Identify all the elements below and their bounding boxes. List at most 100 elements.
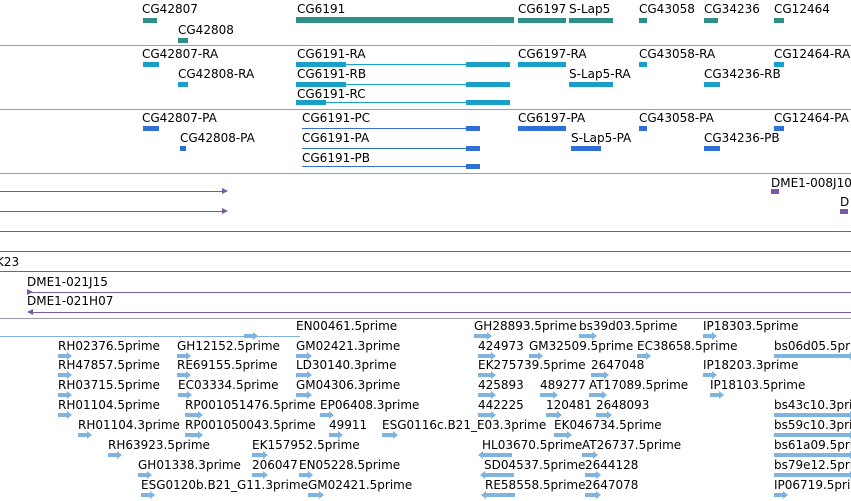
mrna-label[interactable]: CG34236-RB [704, 67, 781, 81]
est-feature[interactable] [252, 451, 268, 459]
mrna-feature[interactable] [704, 82, 720, 87]
mrna-label[interactable]: CG6197-RA [518, 47, 587, 61]
est-feature[interactable] [185, 411, 203, 419]
mrna-feature[interactable] [296, 82, 346, 87]
est-feature[interactable] [177, 371, 191, 379]
est-feature[interactable] [540, 391, 558, 399]
est-feature[interactable] [774, 491, 788, 499]
clone-feature[interactable] [0, 231, 851, 232]
est-feature[interactable] [481, 491, 515, 499]
est-feature[interactable] [308, 491, 324, 499]
est-feature[interactable] [589, 391, 607, 399]
clone-feature[interactable] [0, 251, 851, 252]
gene-feature[interactable] [178, 38, 188, 43]
est-feature[interactable] [185, 431, 203, 439]
clone-label[interactable]: DME1-021H07 [27, 294, 114, 308]
protein-feature[interactable] [180, 146, 186, 151]
est-label[interactable]: EK157952.5prime [252, 438, 360, 452]
est-label[interactable]: IP18103.5prime [710, 378, 806, 392]
gene-label[interactable]: CG42808 [178, 23, 234, 37]
est-feature[interactable] [58, 371, 72, 379]
protein-feature[interactable] [518, 126, 566, 131]
est-label[interactable]: 442225 [478, 398, 524, 412]
est-label[interactable]: GM32509.5prime [529, 339, 634, 353]
mrna-label[interactable]: CG12464-RA [774, 47, 851, 61]
est-label[interactable]: 206047 [252, 458, 298, 472]
protein-feature[interactable] [466, 164, 480, 169]
mrna-feature[interactable] [639, 62, 647, 67]
protein-feature[interactable] [774, 126, 784, 131]
est-feature[interactable] [329, 431, 343, 439]
gene-label[interactable]: CG6191 [297, 2, 346, 16]
est-feature[interactable] [529, 352, 543, 360]
est-label[interactable]: GH12152.5prime [177, 339, 280, 353]
est-label[interactable]: AT26737.5prime [582, 438, 682, 452]
est-feature[interactable] [774, 411, 851, 419]
protein-label[interactable]: CG12464-PA [774, 111, 849, 125]
gene-feature[interactable] [704, 18, 718, 23]
est-feature[interactable] [141, 491, 155, 499]
clone-feature[interactable] [0, 271, 851, 272]
est-label[interactable]: 2644128 [585, 458, 639, 472]
est-feature[interactable] [138, 471, 152, 479]
est-label[interactable]: bs06d05.5prime [774, 339, 851, 353]
est-label[interactable]: bs39d03.5prime [579, 319, 678, 333]
est-feature[interactable] [296, 391, 312, 399]
est-feature[interactable] [0, 336, 300, 337]
est-label[interactable]: EN05228.5prime [299, 458, 401, 472]
gene-label[interactable]: CG42807 [142, 2, 198, 16]
protein-feature[interactable] [704, 146, 720, 151]
clone-feature[interactable] [840, 209, 848, 214]
est-label[interactable]: 2647078 [585, 478, 639, 492]
est-label[interactable]: bs59c10.3prime [774, 418, 851, 432]
gene-label[interactable]: S-Lap5 [569, 2, 611, 16]
est-feature[interactable] [774, 431, 851, 439]
clone-label[interactable]: DME1-021J15 [27, 275, 108, 289]
mrna-feature[interactable] [143, 62, 159, 67]
est-feature[interactable] [244, 332, 258, 340]
est-label[interactable]: RH63923.5prime [108, 438, 210, 452]
est-feature[interactable] [480, 471, 514, 479]
clone-label[interactable]: K23 [0, 255, 20, 269]
clone-feature[interactable] [0, 191, 222, 192]
gene-feature[interactable] [296, 17, 514, 23]
mrna-label[interactable]: CG6191-RA [297, 47, 366, 61]
est-feature[interactable] [596, 411, 612, 419]
est-label[interactable]: RP001050043.5prime [185, 418, 316, 432]
est-label[interactable]: LD30140.3prime [296, 358, 397, 372]
clone-label[interactable]: D [840, 195, 850, 209]
est-label[interactable]: EK275739.5prime [478, 358, 586, 372]
est-label[interactable]: 120481 [546, 398, 592, 412]
est-label[interactable]: RH47857.5prime [58, 358, 160, 372]
est-feature[interactable] [554, 431, 572, 439]
mrna-label[interactable]: CG6191-RB [297, 67, 367, 81]
est-label[interactable]: HL03670.5prime [482, 438, 583, 452]
est-feature[interactable] [58, 352, 72, 360]
est-feature[interactable] [703, 371, 717, 379]
est-label[interactable]: IP06719.5prime [774, 478, 851, 492]
protein-label[interactable]: CG6191-PB [302, 151, 371, 165]
est-feature[interactable] [178, 391, 192, 399]
gene-label[interactable]: CG34236 [704, 2, 760, 16]
protein-label[interactable]: CG34236-PB [704, 131, 780, 145]
est-feature[interactable] [296, 371, 312, 379]
est-label[interactable]: GH28893.5prime [474, 319, 577, 333]
est-feature[interactable] [382, 431, 398, 439]
est-label[interactable]: GM02421.3prime [296, 339, 401, 353]
est-label[interactable]: RE58558.5prime [485, 478, 586, 492]
mrna-label[interactable]: CG43058-RA [639, 47, 716, 61]
est-label[interactable]: GM02421.5prime [308, 478, 413, 492]
est-label[interactable]: AT17089.5prime [589, 378, 689, 392]
est-label[interactable]: EP06408.3prime [320, 398, 420, 412]
mrna-label[interactable]: CG42808-RA [178, 67, 255, 81]
protein-label[interactable]: S-Lap5-PA [571, 131, 632, 145]
est-label[interactable]: RH02376.5prime [58, 339, 160, 353]
est-feature[interactable] [585, 471, 601, 479]
est-label[interactable]: RH01104.3prime [78, 418, 180, 432]
clone-feature[interactable] [32, 312, 851, 313]
protein-feature[interactable] [639, 126, 647, 131]
protein-label[interactable]: CG42807-PA [142, 111, 217, 125]
est-feature[interactable] [478, 411, 496, 419]
est-feature[interactable] [177, 352, 191, 360]
gene-label[interactable]: CG12464 [774, 2, 830, 16]
